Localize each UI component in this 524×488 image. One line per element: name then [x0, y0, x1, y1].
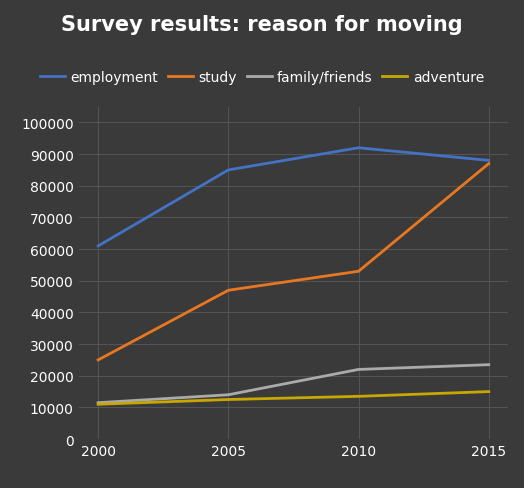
study — [225, 288, 232, 294]
employment — [225, 168, 232, 174]
employment — [95, 244, 101, 249]
study — [95, 357, 101, 363]
study — [355, 269, 362, 275]
adventure — [225, 397, 232, 403]
adventure — [95, 402, 101, 407]
family/friends — [225, 392, 232, 398]
Line: study: study — [98, 164, 489, 360]
Text: Survey results: reason for moving: Survey results: reason for moving — [61, 15, 463, 35]
adventure — [486, 389, 492, 395]
family/friends — [95, 400, 101, 406]
family/friends — [355, 367, 362, 373]
employment — [486, 158, 492, 164]
employment — [355, 145, 362, 151]
study — [486, 162, 492, 167]
Legend: employment, study, family/friends, adventure: employment, study, family/friends, adven… — [34, 65, 490, 91]
Line: family/friends: family/friends — [98, 365, 489, 403]
Line: adventure: adventure — [98, 392, 489, 405]
adventure — [355, 394, 362, 400]
family/friends — [486, 362, 492, 368]
Line: employment: employment — [98, 148, 489, 246]
